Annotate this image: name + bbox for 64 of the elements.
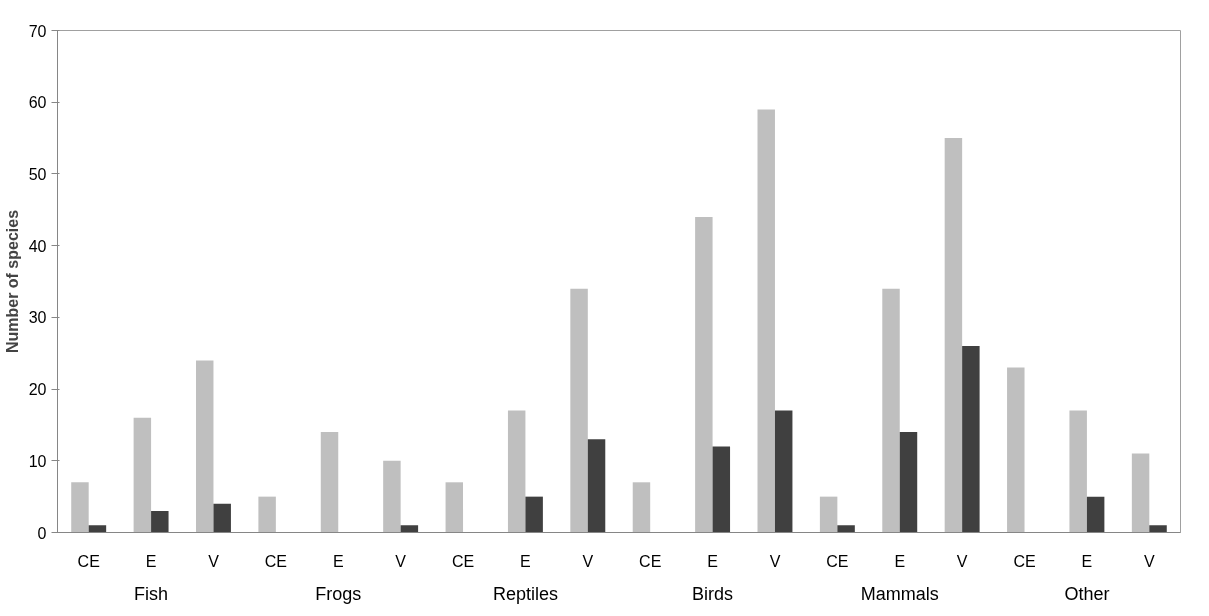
bar: [88, 525, 107, 533]
x-tick-label: V: [956, 552, 968, 570]
x-tick-label: V: [582, 552, 594, 570]
text: Frogs: [315, 583, 362, 604]
bar: [445, 482, 464, 533]
x-tick-label: E: [1081, 552, 1093, 570]
bar: [587, 439, 606, 533]
y-tick-label: 70: [28, 22, 47, 40]
x-tick-label: CE: [77, 552, 100, 570]
bar: [133, 417, 152, 533]
bar: [213, 503, 231, 533]
bar: [944, 138, 963, 533]
x-tick-label: CE: [264, 552, 287, 570]
bar: [1007, 367, 1025, 533]
x-tick-label: V: [395, 552, 407, 570]
text: Fish: [134, 583, 169, 604]
x-tick-label: E: [332, 552, 344, 570]
text: Reptiles: [492, 583, 558, 604]
bar: [774, 410, 793, 533]
y-tick-label: 40: [28, 237, 47, 255]
x-tick-label: V: [769, 552, 781, 570]
y-tick-label: 20: [28, 381, 47, 399]
bar: [695, 216, 713, 533]
bar: [525, 496, 543, 533]
bar: [383, 460, 401, 533]
y-tick-label: 50: [28, 165, 47, 183]
text: Mammals: [860, 583, 939, 604]
bar: [1149, 525, 1167, 533]
y-tick-label: 30: [28, 309, 47, 327]
bar: [1131, 453, 1150, 533]
x-tick-label: E: [145, 552, 157, 570]
bar: [196, 360, 214, 533]
y-tick-label: 10: [28, 452, 47, 470]
bar: [151, 510, 169, 533]
bar: [757, 109, 775, 533]
bar: [320, 432, 339, 533]
bar: [712, 446, 731, 533]
x-tick-label: E: [894, 552, 906, 570]
bar: [899, 432, 918, 533]
bar: [400, 525, 419, 533]
x-tick-label: CE: [826, 552, 849, 570]
x-tick-label: E: [520, 552, 531, 570]
x-tick-label: CE: [639, 552, 662, 570]
bar: [71, 482, 89, 533]
y-tick-label: 60: [28, 94, 47, 112]
y-tick-label: 0: [37, 524, 47, 542]
y-axis-title: Number of species: [3, 209, 21, 354]
bar: [507, 410, 526, 533]
x-tick-label: CE: [1013, 552, 1036, 570]
bar: [632, 482, 651, 533]
bar: [962, 346, 980, 533]
bar: [1086, 496, 1105, 533]
text: Birds: [692, 583, 734, 604]
x-tick-label: E: [707, 552, 718, 570]
bar: [258, 496, 276, 533]
x-tick-label: V: [208, 552, 220, 570]
bar: [819, 496, 838, 533]
x-tick-label: V: [1143, 552, 1155, 570]
bar: [1069, 410, 1087, 533]
x-tick-label: CE: [451, 552, 475, 570]
bar: [837, 525, 855, 533]
bar: [570, 288, 588, 533]
text: Other: [1064, 583, 1110, 604]
bar: [882, 288, 900, 533]
